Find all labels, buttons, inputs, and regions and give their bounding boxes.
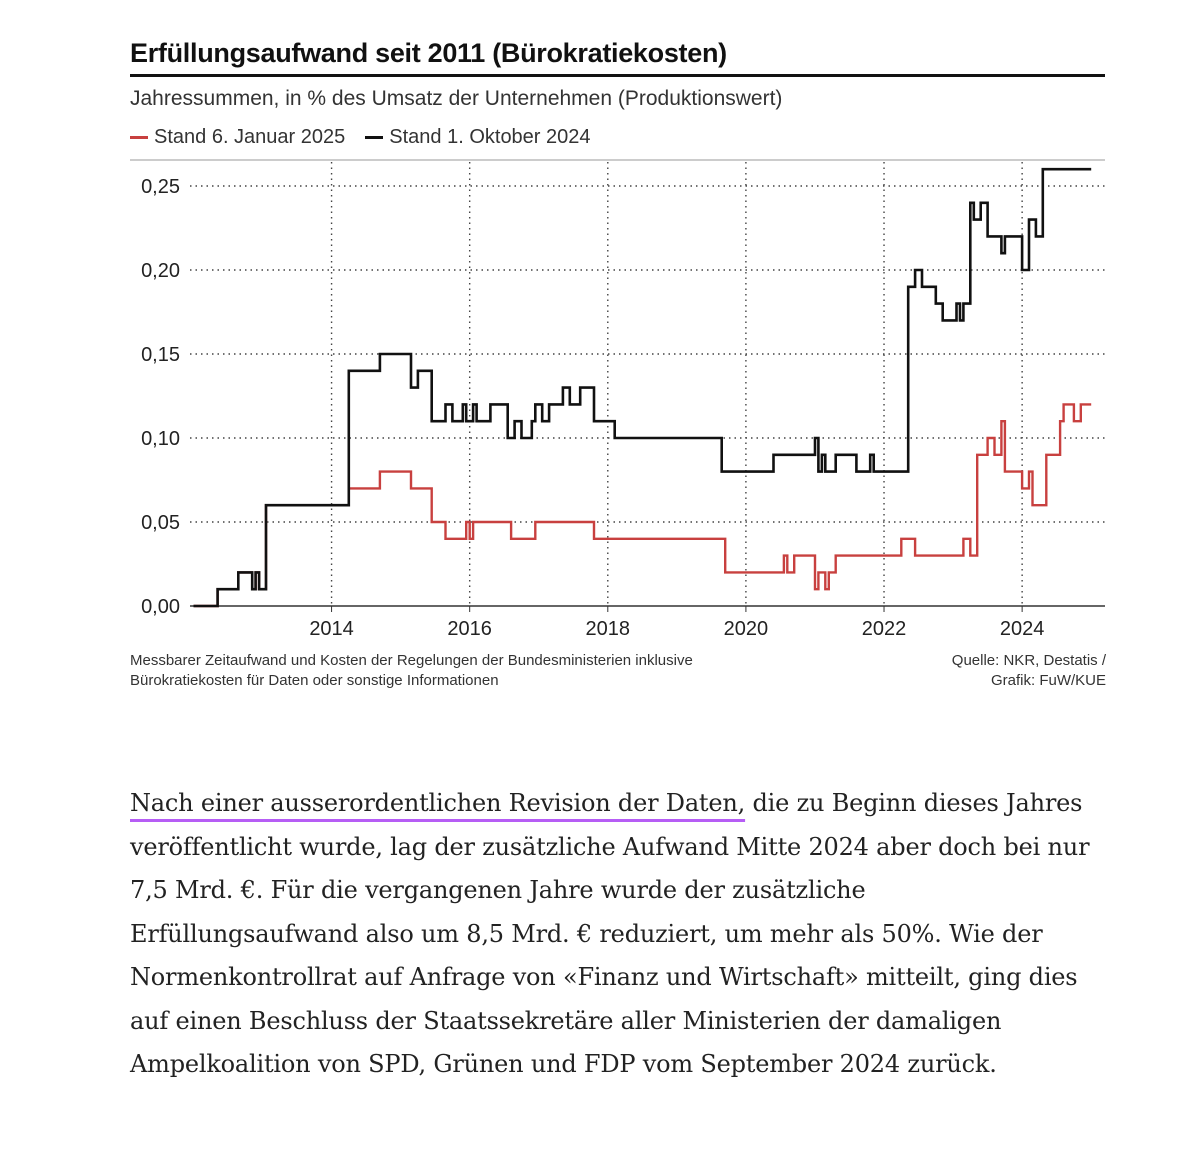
x-tick-label: 2024 (1000, 618, 1045, 640)
source-line-2: Grafik: FuW/KUE (990, 672, 1106, 689)
y-tick-label: 0,05 (141, 512, 180, 534)
chart-legend: Stand 6. Januar 2025 Stand 1. Oktober 20… (130, 126, 1105, 149)
chart-header: Erfüllungsaufwand seit 2011 (Bürokratiek… (130, 38, 1105, 149)
footnote-line-2: Bürokratiekosten für Daten oder sonstige… (130, 672, 499, 689)
x-tick-label: 2018 (586, 618, 631, 640)
x-tick-label: 2014 (309, 618, 354, 640)
series-line-okt-2024 (193, 167, 1092, 608)
chart-title: Erfüllungsaufwand seit 2011 (Bürokratiek… (130, 38, 1105, 77)
series-line-jan-2025 (193, 403, 1092, 608)
article-paragraph: Nach einer ausserordentlichen Revision d… (130, 782, 1090, 1087)
legend-label: Stand 6. Januar 2025 (154, 126, 346, 148)
footnote-line-1: Messbarer Zeitaufwand und Kosten der Reg… (130, 652, 693, 669)
chart-source: Quelle: NKR, Destatis / Grafik: FuW/KUE (880, 651, 1106, 691)
source-line-1: Quelle: NKR, Destatis / (951, 652, 1106, 669)
y-tick-label: 0,00 (141, 596, 180, 618)
legend-label: Stand 1. Oktober 2024 (389, 126, 591, 148)
y-tick-label: 0,20 (141, 260, 180, 282)
line-chart: 0,00 0,05 0,10 0,15 0,20 0,25 2014 2016 2018 2020… (130, 159, 1105, 640)
x-tick-label: 2020 (724, 618, 769, 640)
y-tick-label: 0,10 (141, 428, 180, 450)
chart-subtitle: Jahressummen, in % des Umsatz der Untern… (130, 87, 783, 110)
chart-footnote: Messbarer Zeitaufwand und Kosten der Reg… (130, 651, 830, 691)
x-tick-label: 2016 (447, 618, 492, 640)
legend-swatch-black (365, 136, 384, 139)
highlighted-link-text[interactable]: Nach einer ausserordentlichen Revision d… (130, 789, 746, 817)
legend-swatch-red (130, 136, 148, 139)
x-tick-label: 2022 (862, 618, 907, 640)
legend-item-jan-2025: Stand 6. Januar 2025 (130, 126, 345, 149)
y-tick-label: 0,25 (141, 176, 180, 198)
legend-item-okt-2024: Stand 1. Oktober 2024 (365, 126, 591, 149)
y-tick-label: 0,15 (141, 344, 180, 366)
article-text: die zu Beginn dieses Jahres veröffentlic… (130, 789, 1090, 1078)
